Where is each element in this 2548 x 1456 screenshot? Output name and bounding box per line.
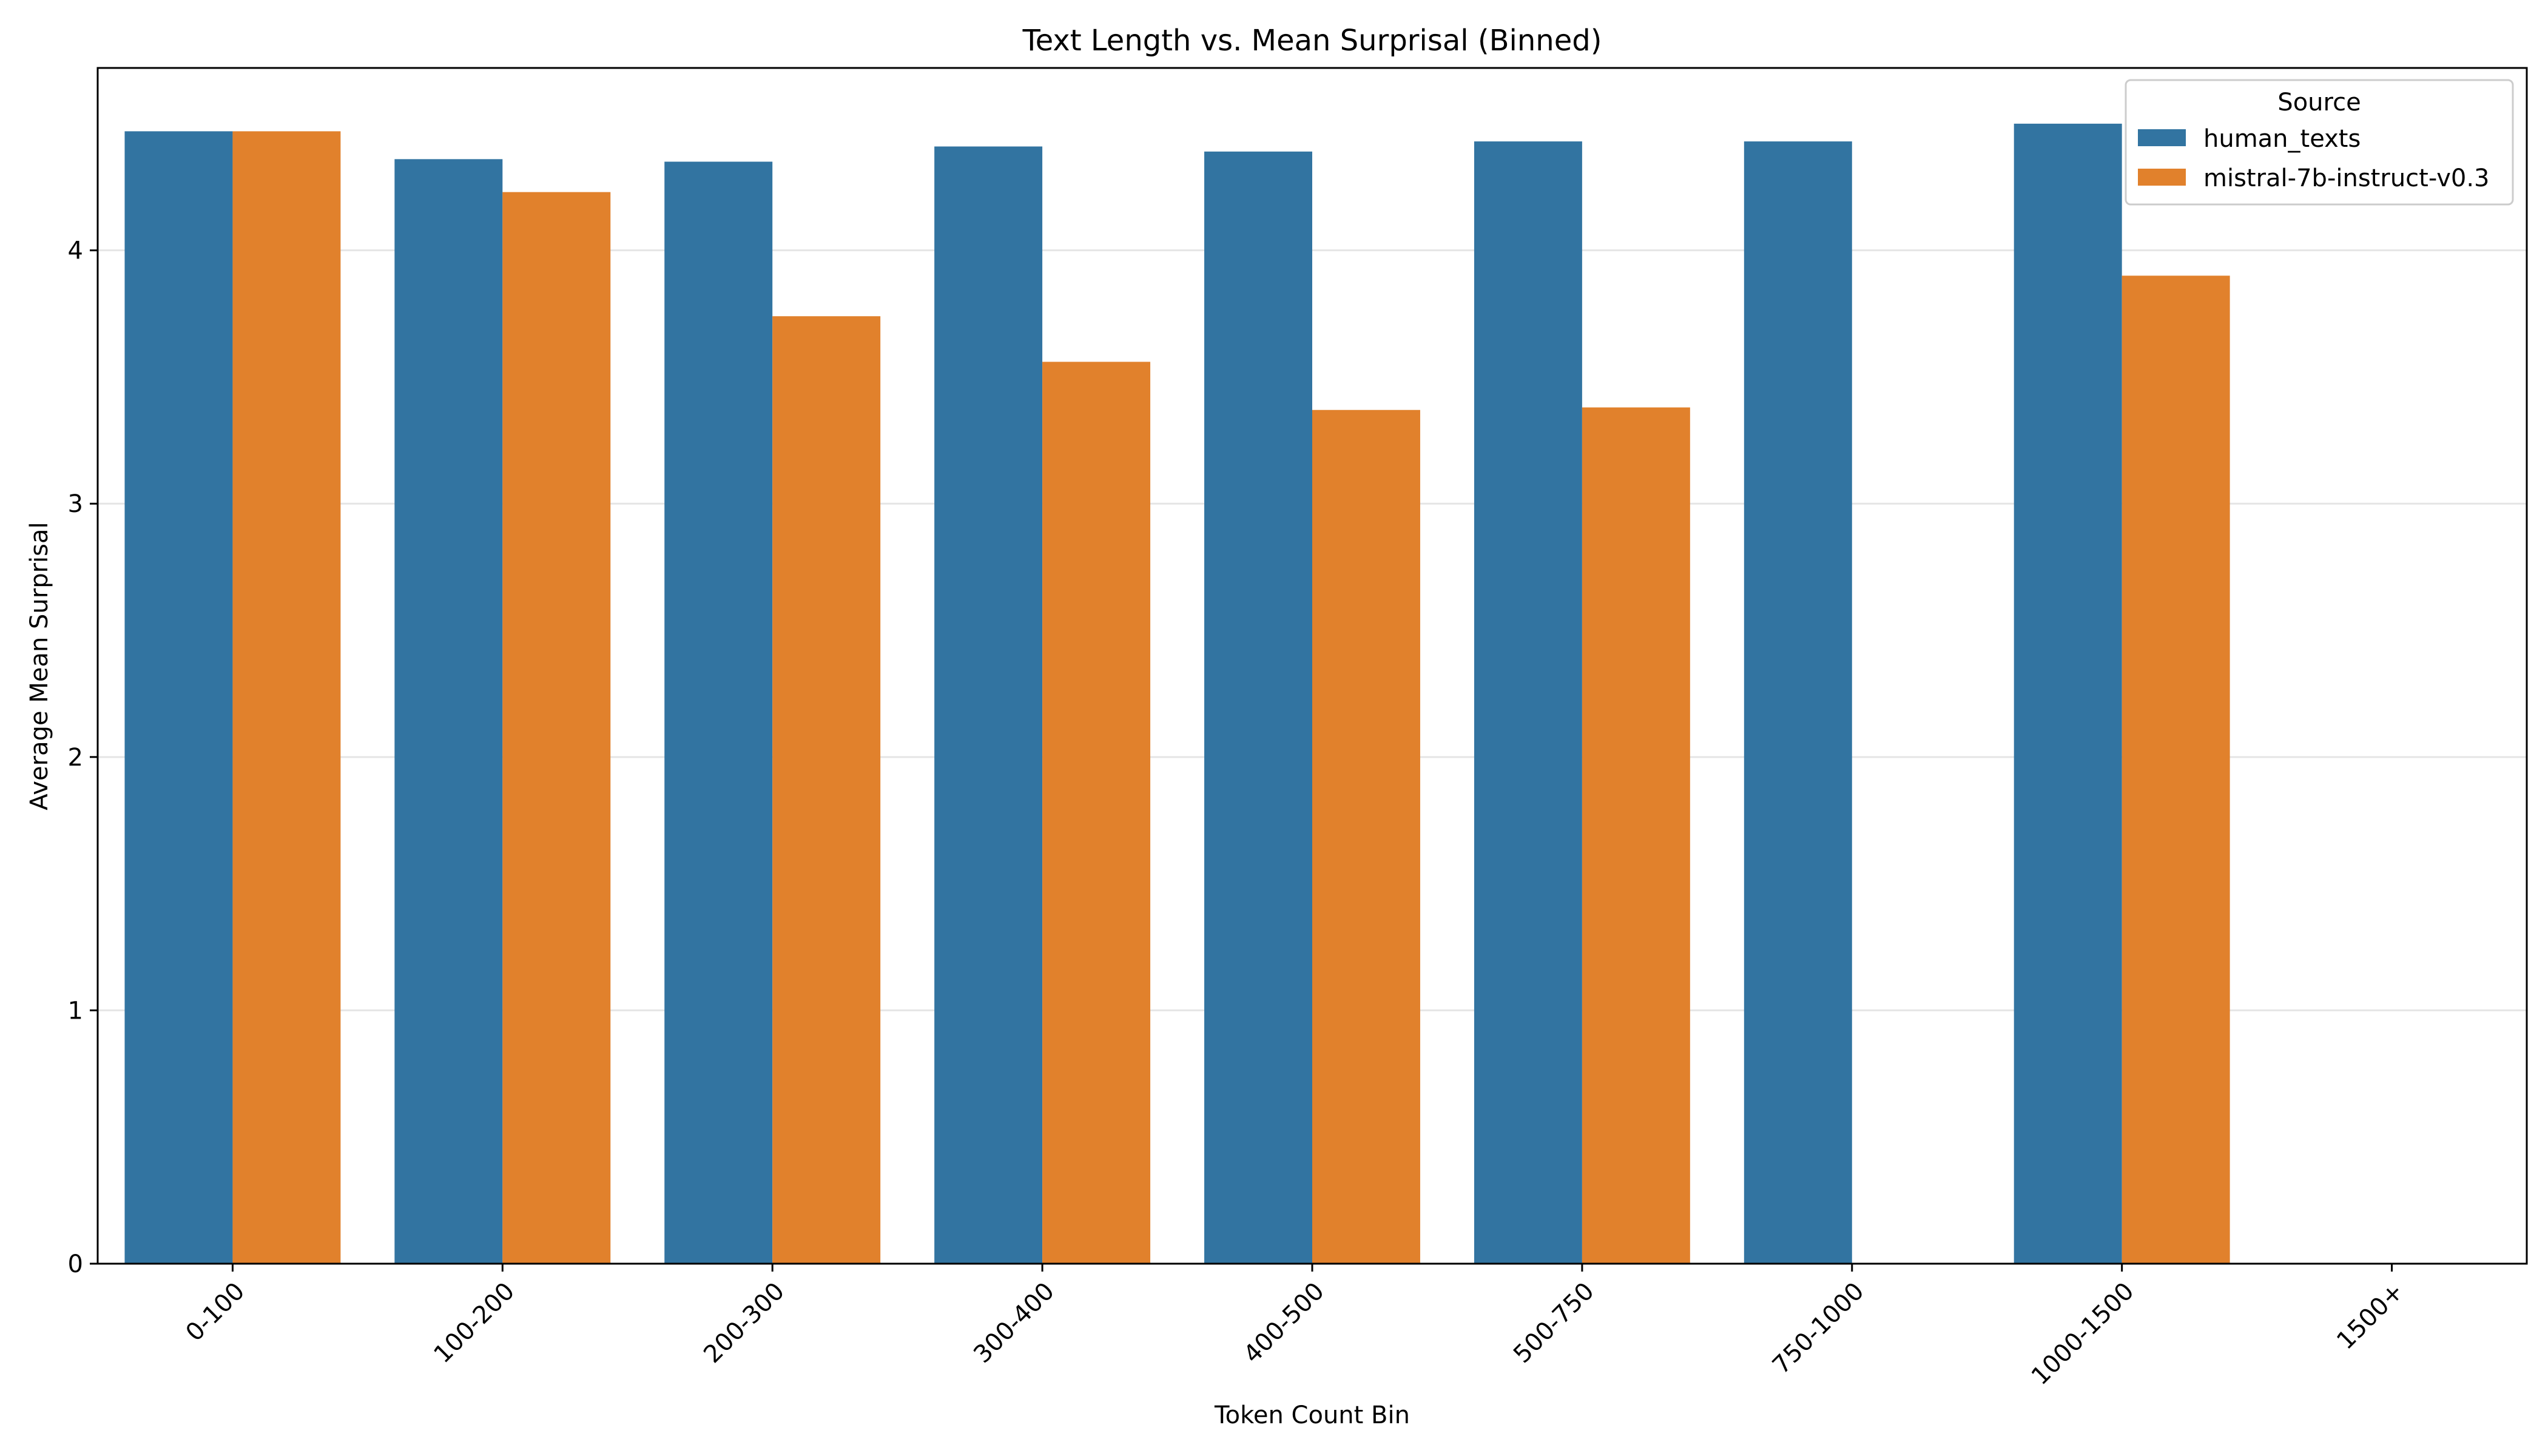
bar-human-texts-400-500 xyxy=(1204,151,1312,1264)
bar-human-texts-100-200 xyxy=(394,159,503,1264)
bar-human-texts-500-750 xyxy=(1474,141,1582,1264)
legend-box xyxy=(2125,79,2514,206)
bar-human-texts-300-400 xyxy=(934,146,1043,1264)
legend: Source human_texts mistral-7b-instruct-v… xyxy=(2125,79,2514,206)
y-tick-label: 4 xyxy=(68,237,83,265)
y-tick-label: 0 xyxy=(68,1250,83,1278)
legend-swatch-human-texts xyxy=(2138,129,2186,146)
legend-label-human-texts: human_texts xyxy=(2203,125,2361,153)
bar-mistral-7b-instruct-v0-3-400-500 xyxy=(1312,410,1420,1264)
legend-title: Source xyxy=(2277,89,2361,116)
bar-mistral-7b-instruct-v0-3-300-400 xyxy=(1042,362,1151,1264)
legend-swatch-mistral xyxy=(2138,169,2186,186)
bars xyxy=(124,123,2230,1264)
y-tick-label: 1 xyxy=(68,997,83,1025)
bar-mistral-7b-instruct-v0-3-100-200 xyxy=(502,192,611,1264)
x-axis-label: Token Count Bin xyxy=(1214,1401,1410,1429)
bar-human-texts-200-300 xyxy=(664,161,773,1264)
legend-label-mistral: mistral-7b-instruct-v0.3 xyxy=(2203,164,2489,192)
bar-mistral-7b-instruct-v0-3-0-100 xyxy=(232,131,341,1264)
bar-mistral-7b-instruct-v0-3-1000-1500 xyxy=(2122,275,2230,1264)
y-axis-label: Average Mean Surprisal xyxy=(25,522,53,810)
bar-human-texts-1000-1500 xyxy=(2014,123,2122,1264)
bar-human-texts-0-100 xyxy=(124,131,233,1264)
bar-mistral-7b-instruct-v0-3-200-300 xyxy=(772,316,881,1264)
bar-mistral-7b-instruct-v0-3-500-750 xyxy=(1582,407,1690,1264)
y-tick-label: 3 xyxy=(68,490,83,518)
bar-human-texts-750-1000 xyxy=(1744,141,1852,1264)
chart-title: Text Length vs. Mean Surprisal (Binned) xyxy=(1022,24,1602,58)
y-tick-label: 2 xyxy=(68,744,83,772)
y-axis: 0 1 2 3 4 xyxy=(68,237,98,1278)
